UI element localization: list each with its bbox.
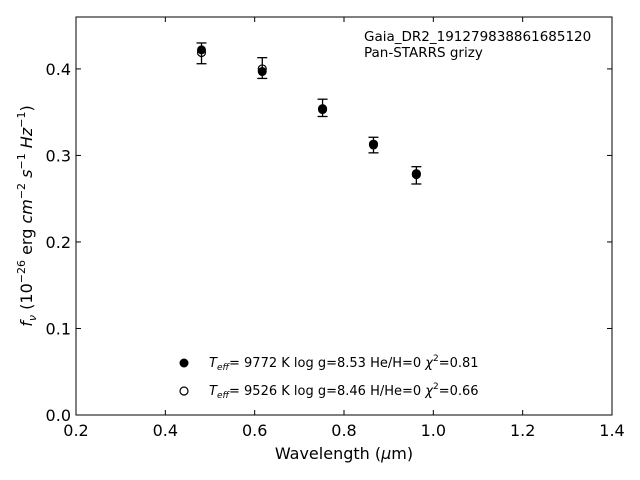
legend-entry-1: Teff= 9772 K log g=8.53 He/H=0 χ2=0.81 (209, 354, 479, 373)
model-point-open (196, 47, 207, 58)
y-tick-label: 0.2 (46, 233, 71, 252)
x-tick-label: 1.4 (599, 421, 624, 440)
data-markers (196, 45, 421, 180)
legend-marker-filled (179, 358, 189, 368)
legend: Teff= 9772 K log g=8.53 He/H=0 χ2=0.81 T… (179, 354, 479, 401)
x-tick-label: 1.0 (421, 421, 446, 440)
y-axis-title: fν (10−26 erg cm−2 s−1 Hz−1) (15, 105, 39, 326)
object-name-annotation: Gaia_DR2_191279838861685120 (364, 29, 591, 45)
x-tick-label: 0.8 (331, 421, 356, 440)
x-tick-label: 0.6 (242, 421, 267, 440)
x-tick-label: 0.4 (153, 421, 178, 440)
x-axis-title: Wavelength (μm) (275, 444, 413, 463)
model-point-open (368, 139, 379, 149)
y-tick-label: 0.1 (46, 319, 71, 338)
y-tick-label: 0.4 (46, 60, 71, 79)
filter-set-annotation: Pan-STARRS grizy (364, 45, 483, 61)
model-point-open (257, 64, 267, 74)
model-point-filled (197, 45, 207, 55)
error-bars (196, 42, 422, 185)
x-tick-label: 0.2 (63, 421, 88, 440)
model-point-open (317, 104, 328, 114)
legend-entry-2: Teff= 9526 K log g=8.46 H/He=0 χ2=0.66 (209, 382, 479, 401)
model-point-filled (257, 67, 267, 77)
legend-marker-open (179, 386, 189, 396)
model-point-open (411, 169, 421, 180)
y-axis: 0.0 0.1 0.2 0.3 0.4 (46, 60, 612, 425)
x-axis: 0.2 0.4 0.6 0.8 1.0 1.2 1.4 (63, 17, 625, 440)
y-tick-label: 0.3 (46, 146, 71, 165)
x-tick-label: 1.2 (510, 421, 535, 440)
y-tick-label: 0.0 (46, 406, 71, 425)
